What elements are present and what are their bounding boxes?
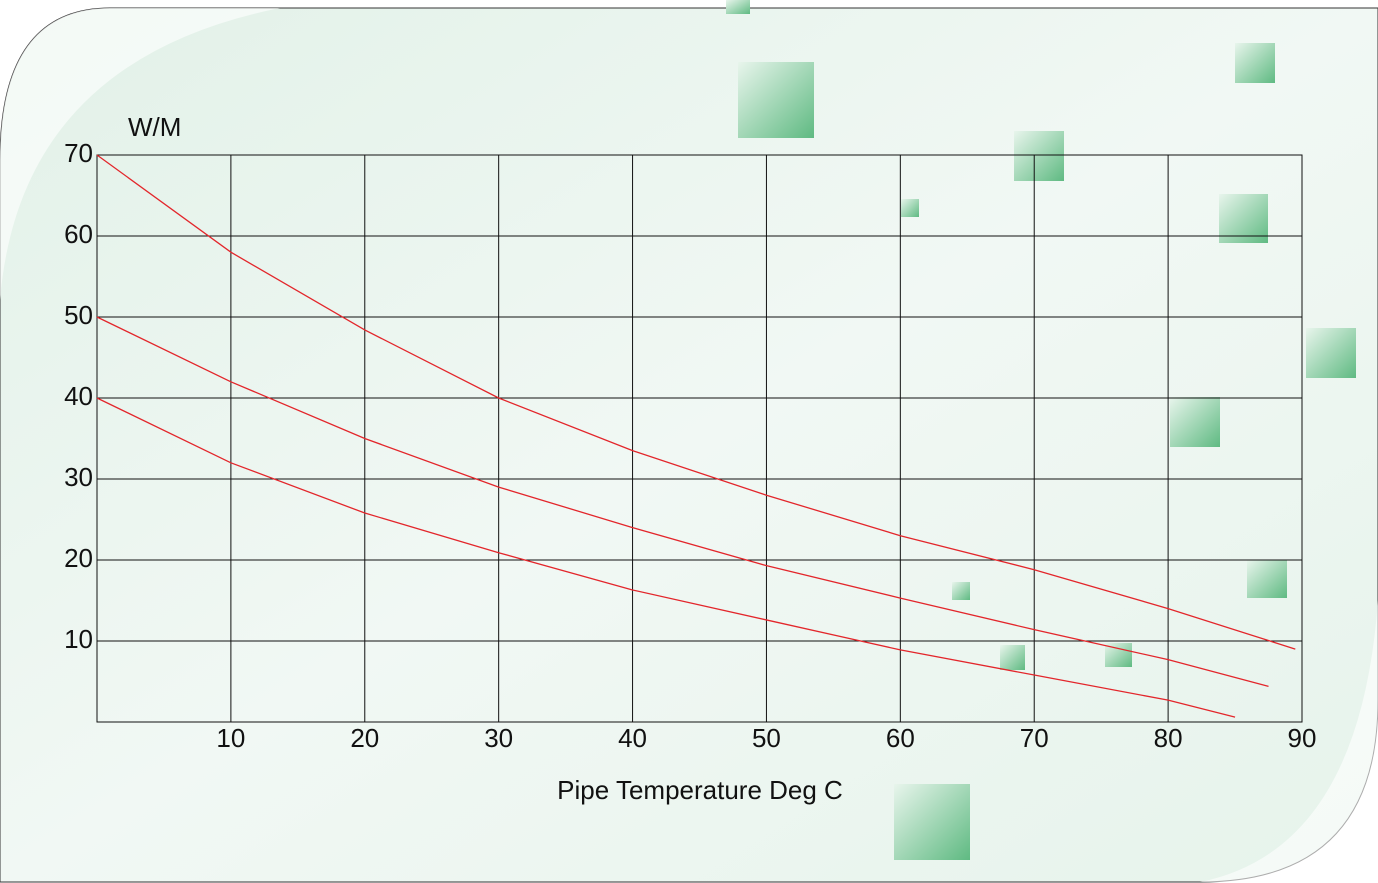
line — [96, 154, 1296, 650]
y-tick-label: 70 — [64, 138, 93, 168]
x-tick-label: 90 — [1288, 723, 1317, 753]
x-tick-label: 50 — [752, 723, 781, 753]
x-tick-label: 70 — [1020, 723, 1049, 753]
decoration — [726, 0, 1356, 860]
y-tick-label: 60 — [64, 219, 93, 249]
y-tick-label: 10 — [64, 624, 93, 654]
y-axis-label: W/M — [128, 112, 181, 142]
line — [96, 316, 1269, 687]
y-tick-label: 30 — [64, 462, 93, 492]
y-tick-label: 40 — [64, 381, 93, 411]
x-tick-label: 10 — [216, 723, 245, 753]
x-tick-label: 80 — [1154, 723, 1183, 753]
x-tick-label: 20 — [350, 723, 379, 753]
line — [96, 397, 1236, 718]
x-tick-label: 30 — [484, 723, 513, 753]
y-tick-label: 20 — [64, 543, 93, 573]
highlight — [1200, 600, 1378, 882]
x-tick-label: 60 — [886, 723, 915, 753]
highlight — [0, 8, 280, 300]
x-tick-label: 40 — [618, 723, 647, 753]
x-axis-label: Pipe Temperature Deg C — [557, 775, 843, 805]
y-tick-label: 50 — [64, 300, 93, 330]
